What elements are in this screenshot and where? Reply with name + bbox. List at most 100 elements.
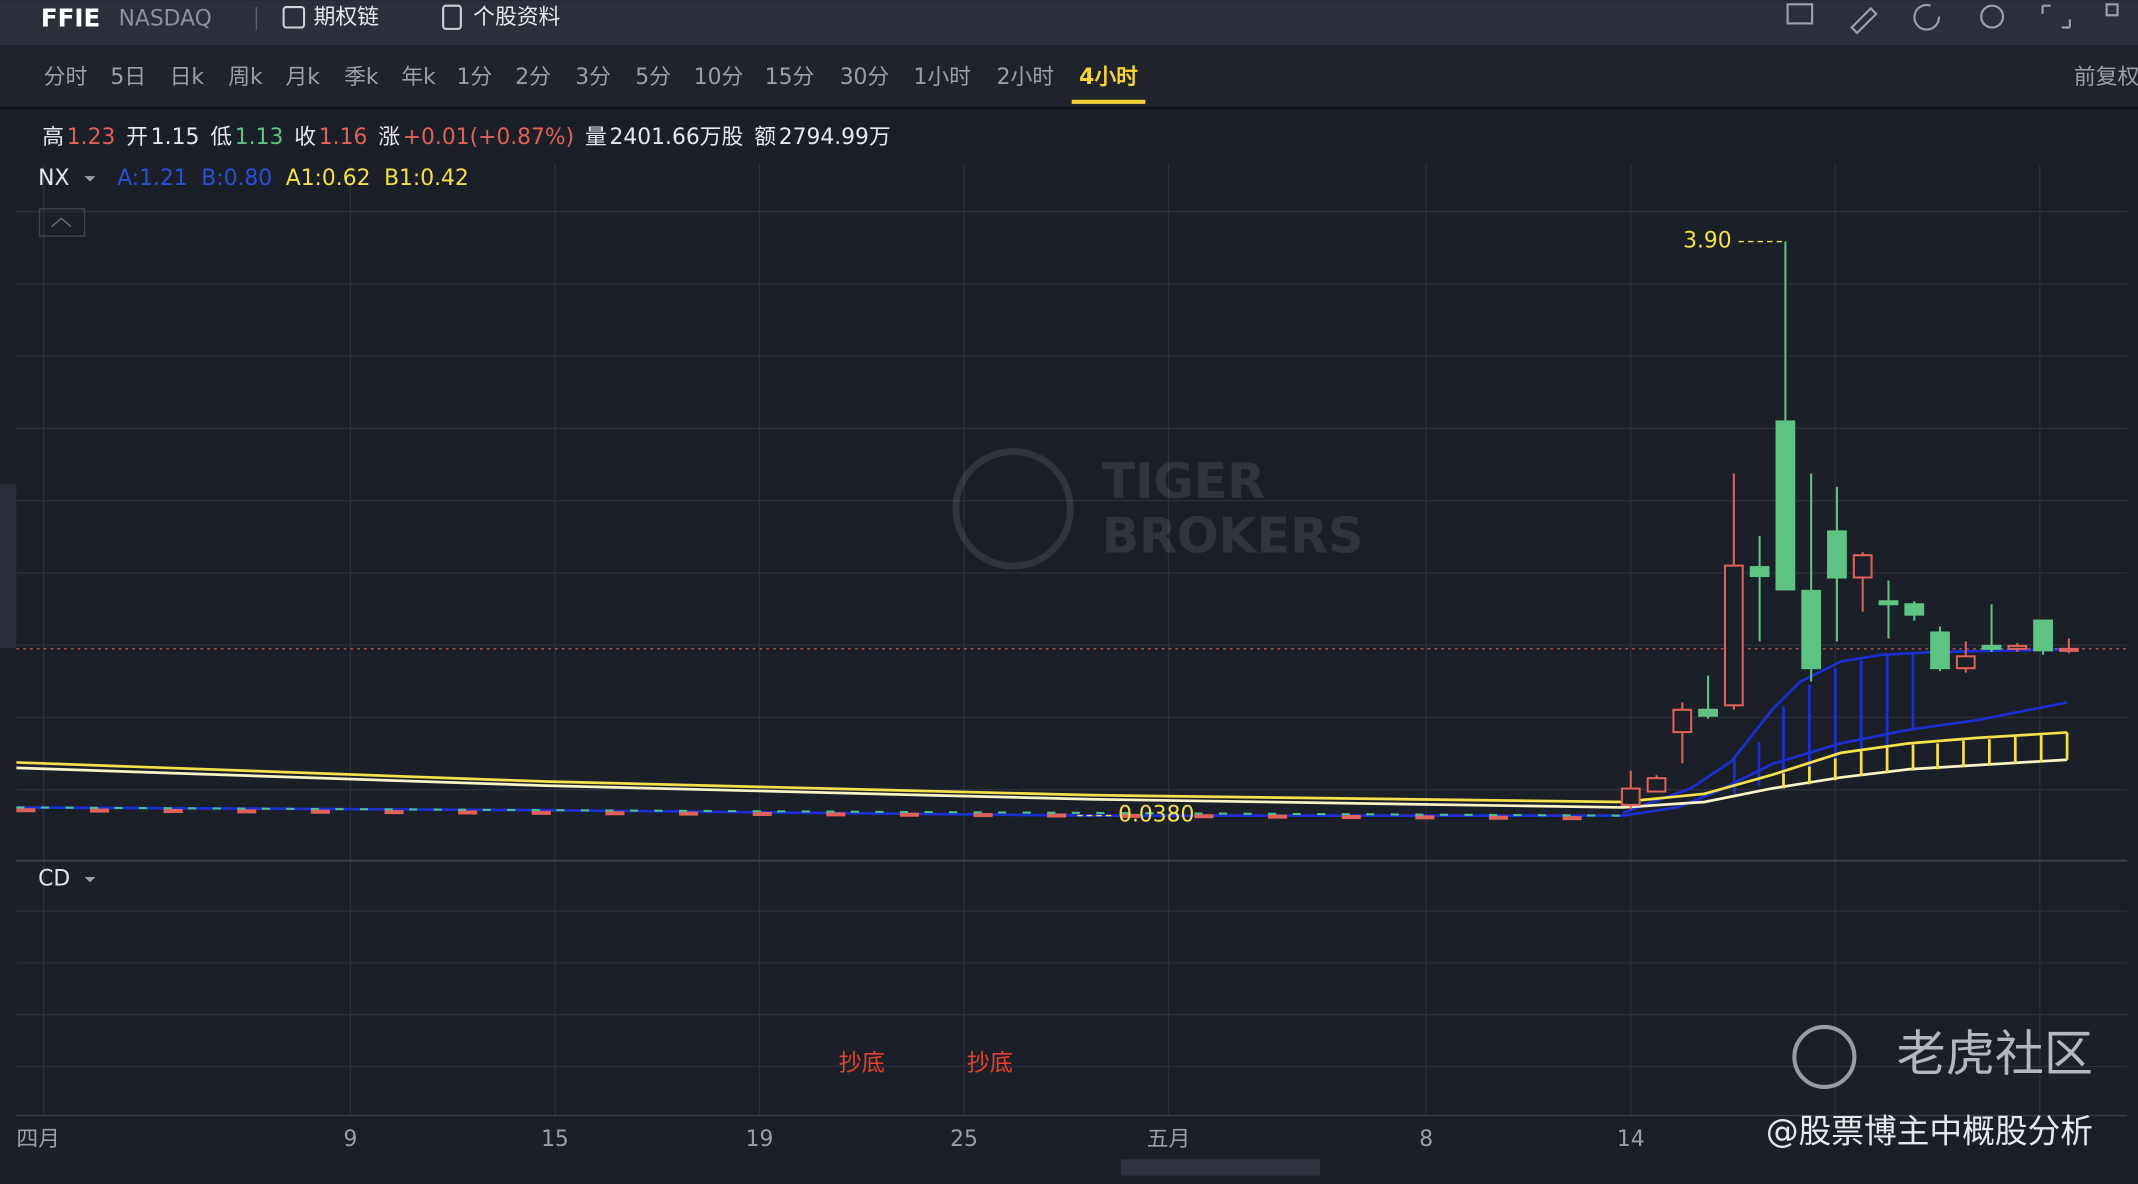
nx-line-b1 [16,758,2068,809]
icon-fullscreen[interactable] [2041,4,2071,29]
candle-body [1904,603,1925,616]
candle [1981,604,2002,652]
brand-line: BROKERS [1102,506,1364,564]
period-tab[interactable]: 5分 [635,65,671,90]
adjust-mode[interactable]: 前复权 [2074,65,2138,90]
symbol: FFIE [41,3,100,32]
candle-body [2033,619,2053,652]
candle-body [1698,708,1718,717]
candle [1801,473,1822,682]
period-tab[interactable]: 日k [170,65,205,90]
quote-low: 1.13 [235,125,284,150]
candle [1672,702,1693,764]
candle [1698,675,1718,719]
candle-body [1749,566,1770,578]
candle [1878,580,1899,639]
icon-draw[interactable] [1850,6,1878,35]
collapse-arrow [51,217,72,228]
top-bar [0,0,2138,46]
period-tab[interactable]: 季k [344,65,379,90]
period-tab[interactable]: 分时 [44,65,88,90]
low-price-label: 0.0380 [1118,803,1194,828]
high-price-label: 3.90 [1683,229,1732,254]
candle-body [1930,631,1950,670]
period-tab[interactable]: 1小时 [913,65,970,90]
quote-high: 1.23 [67,125,116,150]
quote-low-label: 低 [210,125,232,150]
candle [1904,601,1925,621]
side-handle[interactable] [0,484,17,648]
x-axis-label: 8 [1419,1127,1433,1152]
collapse-button[interactable] [38,208,86,237]
candle [1852,552,1873,612]
period-tab[interactable]: 2分 [515,65,551,90]
brand-line: TIGER [1102,452,1265,510]
x-axis-label: 9 [343,1127,357,1152]
period-tab[interactable]: 30分 [840,65,890,90]
brand-watermark: TIGER BROKERS [952,448,1364,570]
indicator-param: A:1.21 [117,166,187,191]
period-tab[interactable]: 15分 [765,65,815,90]
candle [1827,486,1847,642]
signal-label: 抄底 [967,1049,1013,1076]
period-tab[interactable]: 2小时 [997,65,1054,90]
period-tab[interactable]: 1分 [457,65,493,90]
x-axis-label: 25 [950,1127,978,1152]
scrollbar[interactable] [1120,1159,1320,1176]
candle-body [1775,420,1796,591]
quote-change: +0.01(+0.87%) [403,125,574,150]
icon-settings[interactable] [1980,4,2005,29]
dropdown-arrow [84,176,96,182]
dropdown-arrow [84,876,96,883]
quote-close: 1.16 [319,125,368,150]
option-chain-link[interactable]: 期权链 [314,5,380,30]
x-axis-label: 14 [1617,1127,1645,1152]
quote-change-label: 涨 [378,125,400,150]
grid [16,163,2128,1116]
icon-monitor[interactable] [1786,3,1814,25]
option-icon [282,6,306,29]
toolbar-icons [1786,3,2119,35]
indicator-param: A1:0.62 [286,166,371,191]
x-axis-label: 15 [541,1127,569,1152]
candle-body [1955,655,1976,670]
period-tab[interactable]: 4小时 [1079,65,1138,90]
active-underline [1071,99,1146,104]
x-axis-label: 19 [746,1127,774,1152]
period-tab[interactable]: 年k [401,65,436,90]
candle-body [1801,589,1822,670]
candle-body [1723,564,1744,707]
nx-line-a1 [16,731,2068,804]
candle [1955,641,1976,673]
quote-volume-label: 量 [585,125,607,150]
candle [1646,775,1667,793]
period-tab[interactable]: 月k [285,65,320,90]
icon-layout[interactable] [2105,3,2119,17]
indicator-params: A:1.21 B:0.80 A1:0.62 B1:0.42 [117,166,469,191]
period-tab[interactable]: 3分 [575,65,611,90]
candle-body [2007,644,2028,650]
nx-line-a [1622,647,2068,815]
sub-indicator-name[interactable]: CD [38,867,70,892]
candle-body [1827,530,1847,579]
candle [2033,619,2053,655]
signal-label: 抄底 [839,1049,885,1076]
candle [2007,642,2028,652]
quote-amount-label: 额 [754,125,776,150]
candle [1775,241,1796,591]
candle-body [1852,554,1873,579]
indicator-name[interactable]: NX [38,166,69,191]
candle-body [1620,787,1641,806]
profile-link[interactable]: 个股资料 [473,5,560,30]
indicator-param: B:0.80 [201,166,272,191]
candle-body [1646,777,1667,793]
author-watermark: @股票博主中概股分析 [1766,1112,2093,1150]
period-tab[interactable]: 10分 [694,65,744,90]
period-tab[interactable]: 周k [228,65,263,90]
candle [2058,638,2079,654]
quote-close-label: 收 [294,125,316,150]
period-bar [0,45,2138,108]
period-tab[interactable]: 5日 [110,65,146,90]
icon-refresh[interactable] [1913,3,1941,31]
